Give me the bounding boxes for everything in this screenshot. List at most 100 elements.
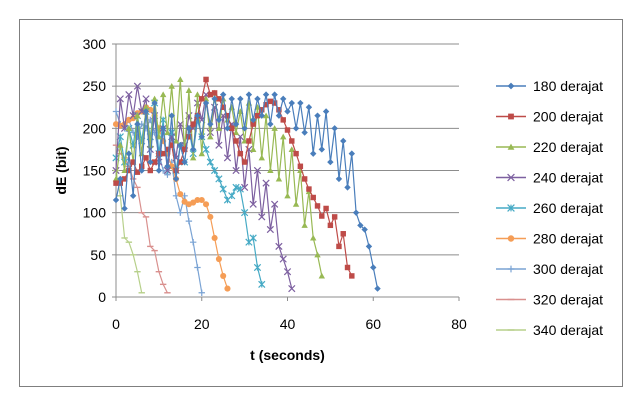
data-point	[194, 264, 201, 271]
data-point	[246, 138, 252, 144]
data-point	[229, 125, 235, 132]
data-point	[331, 214, 338, 220]
data-point	[211, 90, 218, 96]
data-point	[305, 104, 313, 111]
legend-item: 220 derajat	[496, 139, 603, 155]
x-tick-label: 40	[280, 316, 296, 332]
legend-label: 240 derajat	[533, 170, 603, 186]
data-point	[310, 194, 316, 201]
legend-label: 180 derajat	[533, 78, 603, 94]
data-point	[228, 192, 236, 200]
data-point	[143, 155, 149, 161]
data-point	[319, 213, 325, 219]
data-point	[284, 127, 291, 133]
data-point	[271, 100, 278, 106]
data-point	[344, 264, 351, 271]
data-point	[301, 222, 308, 228]
data-point	[172, 137, 180, 144]
y-tick-label: 50	[90, 247, 106, 263]
data-point	[284, 108, 291, 115]
data-point	[215, 116, 223, 124]
data-point	[199, 96, 205, 102]
data-point	[349, 273, 355, 279]
data-point	[508, 113, 514, 120]
data-point	[223, 154, 232, 162]
data-point	[189, 154, 197, 161]
x-tick-label: 0	[112, 316, 120, 332]
data-point	[211, 234, 218, 242]
data-point	[219, 91, 227, 98]
data-point	[340, 231, 346, 237]
data-point	[169, 142, 175, 148]
data-point	[138, 167, 145, 174]
legend-item: 180 derajat	[496, 78, 603, 94]
data-point	[116, 95, 124, 103]
data-point	[121, 176, 128, 182]
data-point	[207, 91, 214, 98]
data-point	[507, 173, 515, 182]
data-point	[177, 142, 184, 149]
data-point	[258, 112, 265, 119]
data-point	[292, 125, 300, 132]
data-point	[232, 120, 240, 128]
legend-label: 340 derajat	[533, 322, 603, 338]
data-point	[322, 108, 330, 115]
data-point	[237, 150, 244, 157]
data-point	[301, 176, 308, 182]
data-point	[155, 167, 163, 174]
tick-labels: 0 50 100 150 200 250 300 0 20 40 60 80	[83, 36, 467, 332]
data-point	[318, 272, 325, 279]
data-point	[262, 179, 270, 187]
data-point	[266, 225, 274, 234]
y-tick-label: 300	[83, 36, 107, 52]
data-point	[194, 91, 201, 98]
data-point	[275, 112, 283, 119]
data-point	[112, 175, 120, 182]
data-point	[267, 120, 274, 128]
data-point	[288, 146, 295, 152]
data-point	[258, 280, 266, 288]
data-point	[250, 146, 257, 152]
data-point	[224, 285, 231, 292]
y-tick-label: 0	[98, 289, 106, 305]
data-point	[327, 158, 334, 166]
data-point	[507, 235, 515, 242]
data-point	[336, 243, 342, 250]
data-point	[288, 284, 296, 293]
data-point	[262, 112, 270, 119]
data-point	[177, 159, 184, 165]
data-point	[164, 163, 171, 170]
data-point	[117, 142, 124, 148]
data-point	[186, 134, 192, 140]
data-point	[189, 146, 197, 153]
data-point	[129, 192, 137, 199]
data-point	[134, 169, 141, 175]
data-point	[190, 121, 196, 127]
data-point	[507, 265, 515, 273]
data-point	[276, 107, 282, 113]
data-point	[280, 95, 287, 103]
data-point	[507, 143, 515, 150]
data-point	[168, 112, 175, 119]
data-point	[198, 289, 205, 296]
data-point	[284, 192, 291, 199]
data-point	[215, 256, 222, 263]
legend-label: 320 derajat	[533, 292, 603, 308]
data-point	[147, 167, 154, 174]
data-point	[163, 166, 172, 175]
data-point	[177, 191, 184, 198]
data-point	[236, 185, 244, 193]
data-point	[133, 82, 142, 90]
data-point	[250, 121, 256, 127]
data-point	[164, 146, 171, 153]
data-point	[301, 129, 308, 136]
data-point	[232, 129, 240, 136]
data-point	[279, 255, 287, 263]
legend-item: 320 derajat	[496, 292, 603, 308]
series-line	[115, 86, 293, 289]
legend-item: 240 derajat	[496, 170, 603, 186]
data-point	[314, 203, 321, 209]
legend-label: 260 derajat	[533, 200, 603, 216]
data-point	[267, 98, 274, 105]
